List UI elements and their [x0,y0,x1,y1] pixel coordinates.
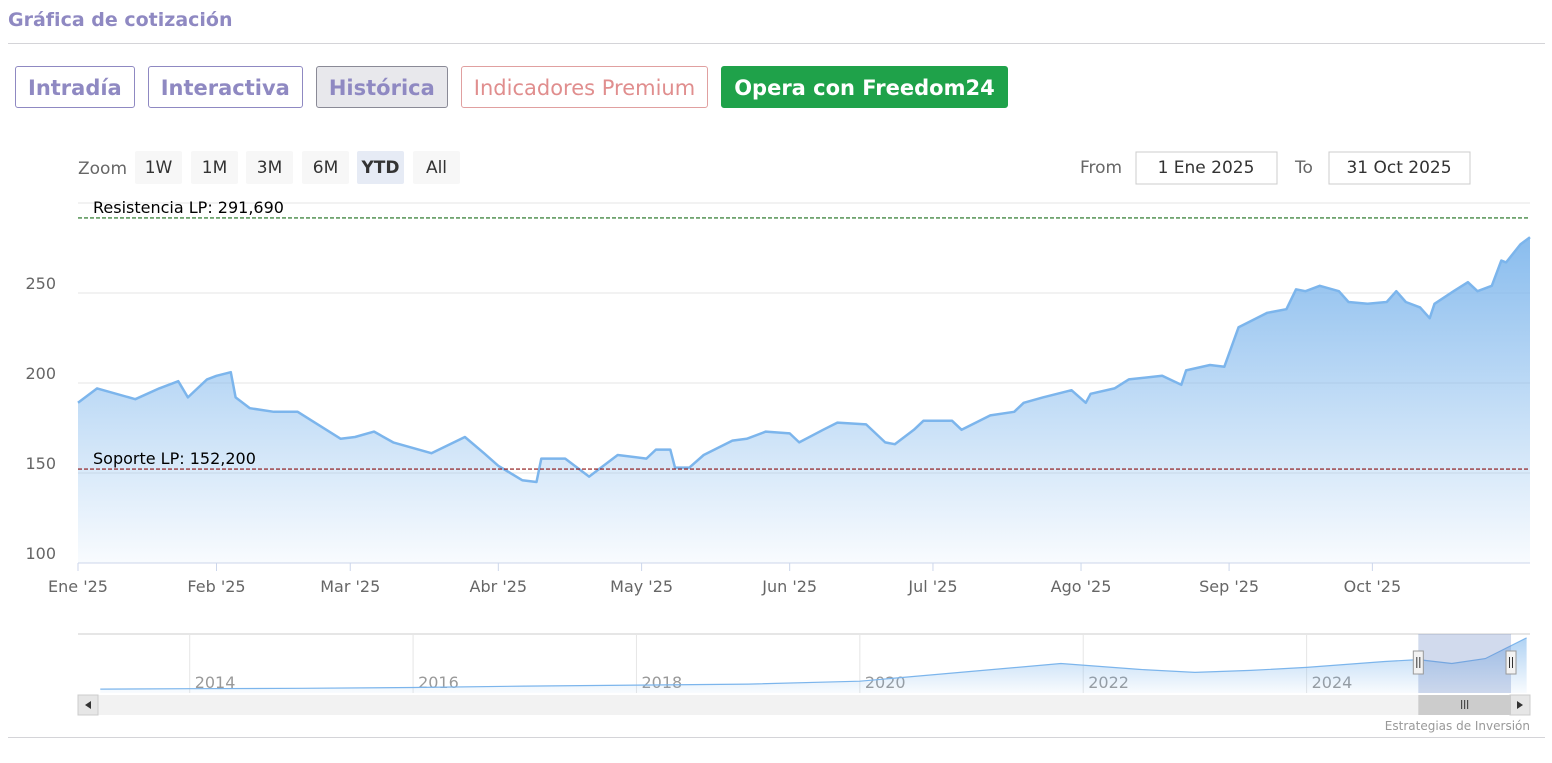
zoom-button-bg [135,151,182,184]
area-fill [78,237,1530,563]
zoom-button-bg [191,151,238,184]
tab-bar: Intradía Interactiva Histórica Indicadores … [15,66,1008,108]
x-tick-label: Feb '25 [187,577,245,596]
navigator-mask [1418,634,1512,693]
y-tick-label: 100 [25,544,56,563]
zoom-button[interactable]: 1W [135,151,182,184]
divider [8,43,1545,44]
from-input[interactable] [1135,151,1278,185]
zoom-button[interactable]: All [413,151,460,184]
from-value: 1 Ene 2025 [1158,158,1255,178]
to-input[interactable] [1328,151,1471,185]
tab-button[interactable]: Indicadores Premium [460,66,709,108]
zoom-button[interactable]: 6M [302,151,349,184]
zoom-button-label: 1M [202,158,227,178]
zoom-button-label: 3M [257,158,282,178]
tab-button[interactable]: Interactiva [147,66,303,108]
navigator-handle[interactable] [1412,650,1424,675]
navigator-tick-label: 2014 [195,673,236,692]
x-tick-label: May '25 [610,577,673,596]
zoom-button-bg [246,151,293,184]
zoom-button-bg [302,151,349,184]
zoom-button-label: YTD [360,158,399,178]
x-tick-label: Ago '25 [1051,577,1112,596]
zoom-button-bg [413,151,460,184]
navigator-area [100,637,1527,693]
zoom-button[interactable]: YTD [357,151,404,184]
y-tick-label: 200 [25,364,56,383]
plot-line-label: Soporte LP: 152,200 [93,449,256,468]
scrollbar-track [78,695,1530,715]
tab-button[interactable]: Intradía [15,66,135,108]
x-tick-label: Ene '25 [48,577,108,596]
zoom-label: Zoom [78,159,127,179]
x-tick-label: Jul '25 [907,577,957,596]
from-label: From [1080,158,1122,178]
arrow [85,701,91,709]
tab-button[interactable]: Histórica [315,66,448,108]
x-tick-label: Jun '25 [761,577,817,596]
price-line [77,236,1531,484]
zoom-button-label: 1W [145,158,173,178]
x-tick-label: Mar '25 [320,577,380,596]
navigator-handle[interactable] [1505,650,1517,675]
zoom-button[interactable]: 3M [246,151,293,184]
zoom-button-label: All [426,158,447,178]
y-tick-label: 250 [25,274,56,293]
to-label: To [1294,158,1313,178]
arrow [1517,701,1523,709]
zoom-button-bg [357,151,404,184]
credits: Estrategias de Inversión [1385,719,1530,733]
x-tick-label: Oct '25 [1344,577,1402,596]
y-tick-label: 150 [25,454,56,473]
divider [8,737,1545,738]
to-value: 31 Oct 2025 [1346,158,1451,178]
x-tick-label: Sep '25 [1199,577,1259,596]
plot-line-label: Resistencia LP: 291,690 [93,198,284,217]
zoom-button-label: 6M [313,158,338,178]
x-tick-label: Abr '25 [470,577,528,596]
zoom-button[interactable]: 1M [191,151,238,184]
page-title: Gráfica de cotización [8,9,233,31]
cta-button[interactable]: Opera con Freedom24 [721,66,1008,108]
